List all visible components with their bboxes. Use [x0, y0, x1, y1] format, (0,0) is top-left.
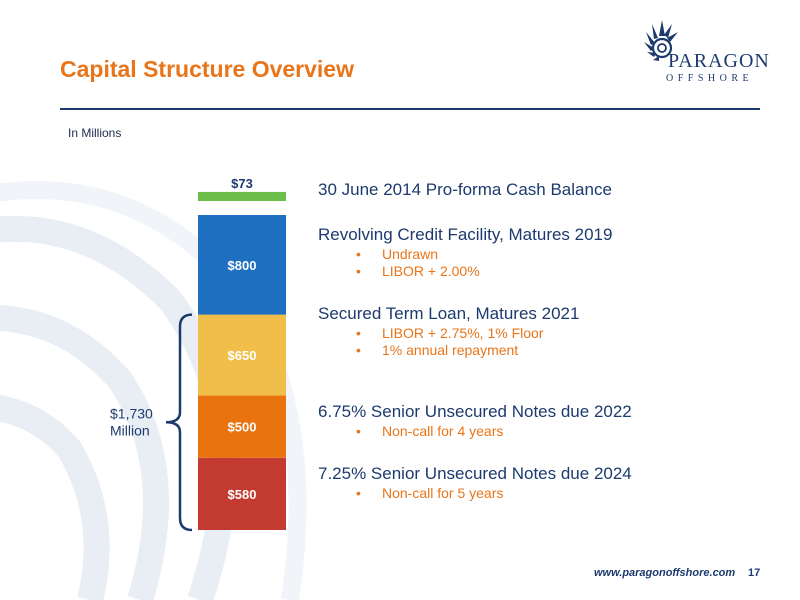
legend-title: Secured Term Loan, Matures 2021 [318, 304, 580, 323]
title-divider [60, 108, 760, 110]
page-title: Capital Structure Overview [60, 56, 354, 82]
bracket-label: Million [110, 422, 150, 438]
data-label-cash: $73 [231, 176, 253, 191]
logo-subtitle: OFFSHORE [666, 73, 754, 84]
legend-title: Revolving Credit Facility, Matures 2019 [318, 225, 613, 244]
legend-bullet: • Non-call for 4 years [356, 423, 504, 439]
paragon-logo: PARAGON OFFSHORE [636, 16, 769, 86]
bar-segment-notes_2024 [198, 457, 286, 530]
legend-bullet: • Non-call for 5 years [356, 485, 504, 501]
page-number: 17 [748, 567, 761, 579]
units-label: In Millions [68, 126, 122, 140]
legend-item-cash: 30 June 2014 Pro-forma Cash Balance [318, 180, 612, 200]
legend-item-term-loan: Secured Term Loan, Matures 2021 • LIBOR +… [318, 304, 579, 358]
shell-logo-icon [644, 20, 678, 61]
legend-title: 30 June 2014 Pro-forma Cash Balance [318, 180, 612, 199]
bracket-icon [165, 313, 193, 532]
data-label-term_loan: $650 [228, 348, 257, 363]
footer-url[interactable]: www.paragonoffshore.com [594, 567, 736, 579]
legend-item-revolver: Revolving Credit Facility, Matures 2019 … [318, 225, 612, 279]
logo-name: PARAGON [668, 50, 770, 72]
legend-item-notes-2024: 7.25% Senior Unsecured Notes due 2024 • N… [318, 464, 632, 501]
data-label-notes_2022: $500 [228, 420, 257, 435]
legend-bullet: • 1% annual repayment [356, 342, 519, 358]
legend-item-notes-2022: 6.75% Senior Unsecured Notes due 2022 • N… [318, 402, 632, 439]
bracket-label: $1,730 [110, 405, 153, 421]
data-label-notes_2024: $580 [228, 487, 257, 502]
legend-bullet: • Undrawn [356, 246, 439, 262]
data-label-revolver: $800 [228, 258, 257, 273]
legend-title: 6.75% Senior Unsecured Notes due 2022 [318, 402, 632, 421]
legend-bullet: • LIBOR + 2.75%, 1% Floor [356, 325, 544, 341]
bar-segment-notes_2022 [198, 395, 286, 458]
bar-segment-revolver [198, 215, 286, 315]
bar-segment-cash [198, 191, 286, 202]
bar-segment-term_loan [198, 314, 286, 396]
legend-bullet: • LIBOR + 2.00% [356, 263, 480, 279]
legend-title: 7.25% Senior Unsecured Notes due 2024 [318, 464, 632, 483]
